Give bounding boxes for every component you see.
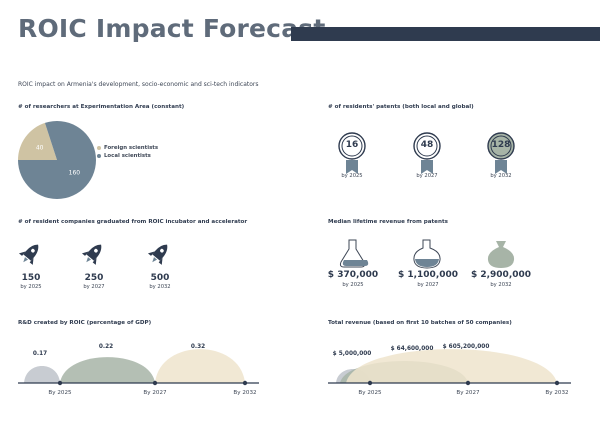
patents-value-2027: 48 bbox=[420, 140, 434, 150]
data-value-label: $ 64,600,000 bbox=[391, 346, 434, 352]
axis-tick-label: By 2025 bbox=[48, 390, 72, 396]
medal-icon bbox=[338, 132, 366, 174]
pie-slice bbox=[18, 122, 57, 160]
legend-local: Local scientists bbox=[97, 153, 151, 159]
revenue-label-2027: by 2027 bbox=[417, 282, 439, 288]
axis-tick-label: By 2032 bbox=[545, 390, 568, 396]
pie-slice bbox=[18, 121, 96, 200]
rocket-icon bbox=[18, 244, 39, 265]
area-hump bbox=[346, 349, 557, 383]
patents-value-2025: 16 bbox=[345, 140, 359, 150]
data-value-label: $ 5,000,000 bbox=[333, 351, 372, 357]
medal-icon bbox=[487, 132, 515, 174]
companies-label-2025: by 2025 bbox=[20, 284, 42, 290]
rocket-icon bbox=[81, 244, 102, 265]
axis-tick-label: By 2032 bbox=[233, 390, 256, 396]
revenue-value-2025: $ 370,000 bbox=[327, 270, 379, 280]
axis-point bbox=[242, 380, 248, 386]
flask-icon bbox=[413, 239, 441, 269]
rd-title: R&D created by ROIC (percentage of GDP) bbox=[18, 320, 152, 326]
legend-local-swatch bbox=[97, 153, 101, 158]
revenue-value-2032: $ 2,900,000 bbox=[470, 270, 532, 280]
legend-foreign-label: Foreign scientists bbox=[104, 145, 159, 151]
pie-value-label: 160 bbox=[69, 170, 81, 177]
revenue-label-2025: by 2025 bbox=[342, 282, 364, 288]
revenue-value-2027: $ 1,100,000 bbox=[397, 270, 459, 280]
companies-value-2025: 150 bbox=[21, 273, 41, 283]
patents-value-2032: 128 bbox=[491, 140, 511, 150]
total-revenue-title: Total revenue (based on first 10 batches… bbox=[328, 320, 512, 326]
patents-title: # of residents' patents (both local and … bbox=[328, 104, 474, 110]
companies-label-2032: by 2032 bbox=[149, 284, 171, 290]
rocket-icon bbox=[147, 244, 168, 265]
axis-tick-label: By 2027 bbox=[456, 390, 480, 396]
area-hump bbox=[155, 349, 245, 383]
axis-point bbox=[367, 380, 373, 386]
companies-label-2027: by 2027 bbox=[83, 284, 105, 290]
area-hump bbox=[24, 366, 60, 383]
medal-icon bbox=[413, 132, 441, 174]
page-subtitle: ROIC impact on Armenia's development, so… bbox=[18, 81, 259, 88]
revenue-label-2032: by 2032 bbox=[490, 282, 512, 288]
page-title: ROIC Impact Forecast bbox=[18, 14, 326, 43]
legend-foreign: Foreign scientists bbox=[97, 145, 158, 151]
companies-title: # of resident companies graduated from R… bbox=[18, 219, 248, 225]
companies-value-2032: 500 bbox=[150, 273, 170, 283]
legend-local-label: Local scientists bbox=[104, 153, 151, 159]
revenue-patents-title: Median lifetime revenue from patents bbox=[328, 219, 448, 225]
axis-point bbox=[465, 380, 471, 386]
axis-point bbox=[152, 380, 158, 386]
title-accent-bar bbox=[291, 27, 600, 41]
data-value-label: 0.22 bbox=[99, 344, 113, 350]
axis-tick-label: By 2027 bbox=[143, 390, 167, 396]
patents-label-2027: by 2027 bbox=[416, 173, 438, 179]
legend-foreign-swatch bbox=[97, 145, 101, 150]
axis-point bbox=[57, 380, 63, 386]
flask-icon bbox=[339, 239, 369, 268]
money-bag-icon bbox=[487, 241, 515, 268]
companies-value-2027: 250 bbox=[84, 273, 104, 283]
data-value-label: 0.32 bbox=[191, 344, 205, 350]
data-value-label: $ 605,200,000 bbox=[443, 344, 490, 350]
data-value-label: 0.17 bbox=[33, 351, 47, 357]
patents-label-2032: by 2032 bbox=[490, 173, 512, 179]
pie-value-label: 40 bbox=[36, 144, 44, 151]
axis-tick-label: By 2025 bbox=[358, 390, 382, 396]
patents-label-2025: by 2025 bbox=[341, 173, 363, 179]
area-hump bbox=[60, 357, 155, 383]
axis-point bbox=[554, 380, 560, 386]
researchers-title: # of researchers at Experimentation Area… bbox=[18, 104, 185, 110]
